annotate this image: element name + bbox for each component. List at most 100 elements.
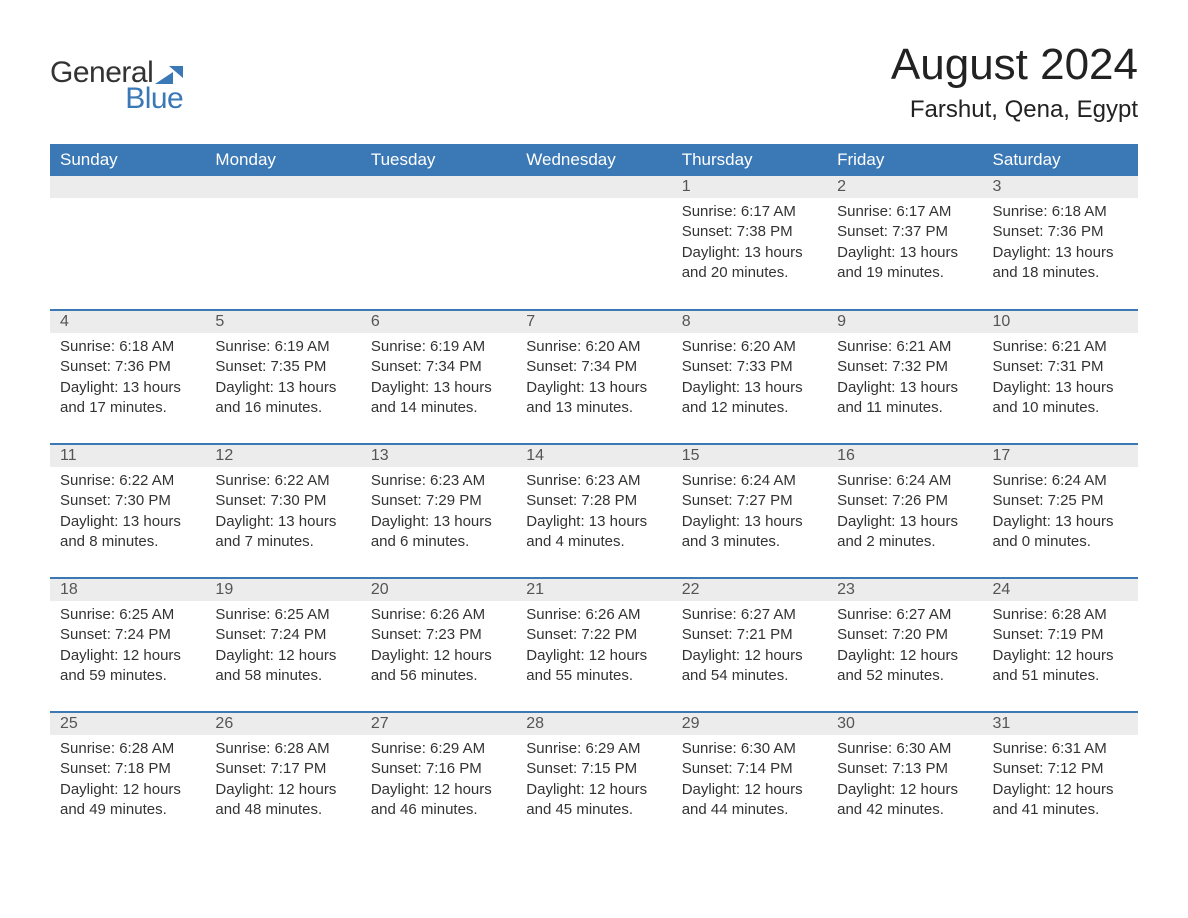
and-word: and — [526, 533, 555, 550]
sunset-value: 7:19 PM — [1048, 626, 1104, 643]
sunset-line: Sunset: 7:30 PM — [60, 491, 195, 511]
daylight-line-2: and 58 minutes. — [215, 666, 350, 686]
sunset-label: Sunset: — [682, 760, 737, 777]
daylight-label: Daylight: — [682, 647, 745, 664]
calendar-week-row: 25Sunrise: 6:28 AMSunset: 7:18 PMDayligh… — [50, 712, 1138, 846]
sunset-label: Sunset: — [526, 358, 581, 375]
calendar-day-cell: 26Sunrise: 6:28 AMSunset: 7:17 PMDayligh… — [205, 712, 360, 846]
daylight-line-2: and 44 minutes. — [682, 800, 817, 820]
sunrise-label: Sunrise: — [215, 606, 274, 623]
daylight-line-1: Daylight: 13 hours — [837, 378, 972, 398]
daylight-minutes: 3 — [711, 533, 719, 550]
hours-word: hours — [450, 379, 492, 396]
day-header: Wednesday — [516, 144, 671, 176]
daylight-line-2: and 45 minutes. — [526, 800, 661, 820]
daylight-line-1: Daylight: 13 hours — [682, 512, 817, 532]
daylight-line-2: and 2 minutes. — [837, 532, 972, 552]
day-body: Sunrise: 6:18 AMSunset: 7:36 PMDaylight:… — [50, 333, 205, 424]
day-number-bar: 12 — [205, 445, 360, 467]
and-word: and — [526, 667, 555, 684]
daylight-label: Daylight: — [526, 647, 589, 664]
sunset-label: Sunset: — [526, 626, 581, 643]
day-header: Friday — [827, 144, 982, 176]
daylight-line-1: Daylight: 12 hours — [371, 780, 506, 800]
day-body: Sunrise: 6:25 AMSunset: 7:24 PMDaylight:… — [205, 601, 360, 692]
sunset-label: Sunset: — [837, 492, 892, 509]
logo-text-blue: Blue — [125, 82, 183, 116]
daylight-label: Daylight: — [60, 379, 123, 396]
sunrise-value: 6:24 AM — [1052, 472, 1107, 489]
sunset-label: Sunset: — [837, 223, 892, 240]
day-body: Sunrise: 6:26 AMSunset: 7:22 PMDaylight:… — [516, 601, 671, 692]
sunset-value: 7:30 PM — [270, 492, 326, 509]
calendar-day-cell: 27Sunrise: 6:29 AMSunset: 7:16 PMDayligh… — [361, 712, 516, 846]
daylight-line-2: and 4 minutes. — [526, 532, 661, 552]
daylight-line-1: Daylight: 13 hours — [60, 512, 195, 532]
daylight-minutes: 11 — [866, 399, 882, 416]
and-word: and — [215, 399, 244, 416]
calendar-week-row: 18Sunrise: 6:25 AMSunset: 7:24 PMDayligh… — [50, 578, 1138, 712]
calendar-day-cell: 20Sunrise: 6:26 AMSunset: 7:23 PMDayligh… — [361, 578, 516, 712]
daylight-line-2: and 42 minutes. — [837, 800, 972, 820]
sunrise-line: Sunrise: 6:28 AM — [993, 605, 1128, 625]
daylight-line-1: Daylight: 13 hours — [215, 378, 350, 398]
sunset-value: 7:36 PM — [115, 358, 171, 375]
sunset-value: 7:16 PM — [426, 760, 482, 777]
sunset-line: Sunset: 7:34 PM — [371, 357, 506, 377]
minutes-suffix: minutes. — [253, 533, 314, 550]
and-word: and — [371, 399, 400, 416]
daylight-line-1: Daylight: 13 hours — [371, 512, 506, 532]
sunrise-line: Sunrise: 6:26 AM — [371, 605, 506, 625]
sunrise-value: 6:23 AM — [430, 472, 485, 489]
title-block: August 2024 Farshut, Qena, Egypt — [891, 40, 1138, 124]
day-header: Thursday — [672, 144, 827, 176]
daylight-hours: 12 — [1055, 781, 1072, 798]
and-word: and — [215, 667, 244, 684]
day-number-bar: 13 — [361, 445, 516, 467]
calendar-day-cell: 4Sunrise: 6:18 AMSunset: 7:36 PMDaylight… — [50, 310, 205, 444]
day-number-bar: 8 — [672, 311, 827, 333]
day-number-bar — [205, 176, 360, 198]
calendar-day-cell: 12Sunrise: 6:22 AMSunset: 7:30 PMDayligh… — [205, 444, 360, 578]
sunrise-line: Sunrise: 6:20 AM — [526, 337, 661, 357]
day-body: Sunrise: 6:17 AMSunset: 7:37 PMDaylight:… — [827, 198, 982, 289]
day-number-bar: 10 — [983, 311, 1138, 333]
calendar-day-cell — [361, 176, 516, 310]
day-number-bar: 27 — [361, 713, 516, 735]
calendar-day-cell: 23Sunrise: 6:27 AMSunset: 7:20 PMDayligh… — [827, 578, 982, 712]
minutes-suffix: minutes. — [728, 801, 789, 818]
day-body: Sunrise: 6:19 AMSunset: 7:34 PMDaylight:… — [361, 333, 516, 424]
minutes-suffix: minutes. — [261, 399, 322, 416]
sunset-value: 7:25 PM — [1048, 492, 1104, 509]
daylight-line-1: Daylight: 12 hours — [993, 646, 1128, 666]
sunrise-line: Sunrise: 6:21 AM — [993, 337, 1128, 357]
calendar-day-cell: 25Sunrise: 6:28 AMSunset: 7:18 PMDayligh… — [50, 712, 205, 846]
sunset-line: Sunset: 7:37 PM — [837, 222, 972, 242]
minutes-suffix: minutes. — [1038, 399, 1099, 416]
daylight-line-2: and 13 minutes. — [526, 398, 661, 418]
minutes-suffix: minutes. — [572, 667, 633, 684]
sunset-line: Sunset: 7:21 PM — [682, 625, 817, 645]
and-word: and — [682, 264, 711, 281]
calendar-day-cell: 24Sunrise: 6:28 AMSunset: 7:19 PMDayligh… — [983, 578, 1138, 712]
and-word: and — [682, 399, 711, 416]
minutes-suffix: minutes. — [883, 264, 944, 281]
sunset-value: 7:12 PM — [1048, 760, 1104, 777]
daylight-line-2: and 12 minutes. — [682, 398, 817, 418]
sunset-label: Sunset: — [837, 358, 892, 375]
sunrise-label: Sunrise: — [60, 740, 119, 757]
daylight-minutes: 54 — [711, 667, 728, 684]
daylight-line-1: Daylight: 12 hours — [215, 780, 350, 800]
minutes-suffix: minutes. — [106, 399, 167, 416]
sunset-line: Sunset: 7:33 PM — [682, 357, 817, 377]
daylight-minutes: 56 — [400, 667, 417, 684]
daylight-hours: 13 — [589, 513, 606, 530]
daylight-hours: 13 — [744, 513, 761, 530]
and-word: and — [993, 801, 1022, 818]
sunrise-value: 6:19 AM — [430, 338, 485, 355]
day-number-bar — [516, 176, 671, 198]
sunrise-label: Sunrise: — [993, 606, 1052, 623]
sunrise-label: Sunrise: — [837, 203, 896, 220]
sunrise-line: Sunrise: 6:23 AM — [526, 471, 661, 491]
daylight-hours: 12 — [589, 781, 606, 798]
